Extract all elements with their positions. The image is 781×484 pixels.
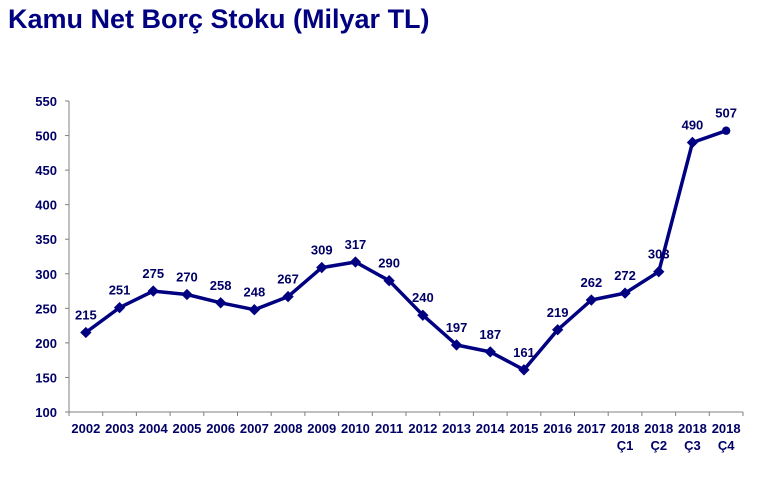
- x-tick-label: 2016: [543, 421, 572, 436]
- data-point-marker: [484, 346, 496, 358]
- data-label: 507: [715, 106, 737, 121]
- x-tick-label: 2010: [341, 421, 370, 436]
- x-tick-label: 2018: [678, 421, 707, 436]
- data-label: 219: [547, 305, 569, 320]
- x-tick-label: 2004: [139, 421, 169, 436]
- data-point-marker: [551, 324, 564, 336]
- x-tick-label: 2009: [307, 421, 336, 436]
- data-label: 309: [311, 243, 333, 258]
- data-label: 197: [446, 320, 468, 335]
- data-label: 490: [682, 117, 704, 132]
- y-tick-label: 450: [35, 163, 57, 178]
- data-label: 187: [479, 327, 501, 342]
- y-tick-label: 300: [35, 267, 57, 282]
- x-tick-label: 2018: [644, 421, 673, 436]
- data-point-marker: [147, 285, 159, 297]
- data-label: 248: [243, 285, 265, 300]
- data-label: 290: [378, 256, 400, 271]
- series-line: [84, 129, 727, 372]
- x-tick-label: 2014: [476, 421, 506, 436]
- x-tick-label: Ç3: [684, 438, 701, 453]
- data-point-marker: [653, 266, 665, 278]
- x-tick-label: 2002: [71, 421, 100, 436]
- y-tick-label: 550: [35, 94, 57, 109]
- data-label: 270: [176, 270, 198, 285]
- data-label: 275: [142, 266, 164, 281]
- x-tick-label: Ç4: [718, 438, 735, 453]
- data-point-marker: [417, 309, 429, 321]
- data-point-marker: [585, 294, 598, 306]
- data-point-marker: [721, 126, 731, 135]
- data-label: 317: [345, 237, 367, 252]
- data-point-marker: [383, 275, 395, 287]
- data-point-marker: [686, 136, 699, 149]
- x-tick-label: 2012: [408, 421, 437, 436]
- y-tick-label: 100: [35, 405, 57, 420]
- data-point-marker: [316, 261, 328, 274]
- y-tick-label: 250: [35, 301, 57, 316]
- data-point-marker: [518, 364, 530, 376]
- y-tick-label: 350: [35, 232, 57, 247]
- x-tick-label: 2013: [442, 421, 471, 436]
- data-label: 303: [648, 247, 670, 262]
- x-tick-label: 2008: [274, 421, 303, 436]
- x-tick-label: 2006: [206, 421, 235, 436]
- y-tick-label: 150: [35, 370, 57, 385]
- x-tick-label: Ç2: [650, 438, 667, 453]
- chart-title: Kamu Net Borç Stoku (Milyar TL): [8, 4, 430, 34]
- data-label: 262: [580, 275, 602, 290]
- data-point-marker: [248, 304, 261, 316]
- data-label: 272: [614, 268, 636, 283]
- x-tick-label: 2007: [240, 421, 269, 436]
- data-point-marker: [450, 339, 463, 351]
- data-label: 267: [277, 272, 299, 287]
- data-label: 161: [513, 345, 535, 360]
- data-label: 251: [109, 283, 131, 298]
- x-tick-label: 2017: [577, 421, 606, 436]
- x-tick-label: 2018: [712, 421, 741, 436]
- data-label: 240: [412, 290, 434, 305]
- y-tick-label: 200: [35, 336, 57, 351]
- x-tick-label: 2018: [611, 421, 640, 436]
- data-label: 258: [210, 278, 232, 293]
- data-point-marker: [214, 297, 227, 309]
- x-tick-label: 2011: [375, 421, 403, 436]
- y-tick-label: 400: [35, 198, 57, 213]
- x-tick-label: Ç1: [617, 438, 634, 453]
- x-tick-label: 2003: [105, 421, 134, 436]
- data-point-marker: [619, 287, 631, 299]
- x-tick-label: 2005: [172, 421, 201, 436]
- data-point-marker: [349, 256, 362, 268]
- y-tick-label: 500: [35, 129, 57, 144]
- data-point-marker: [181, 288, 193, 301]
- x-tick-label: 2015: [509, 421, 538, 436]
- data-label: 215: [75, 308, 97, 323]
- data-point-marker: [282, 290, 294, 303]
